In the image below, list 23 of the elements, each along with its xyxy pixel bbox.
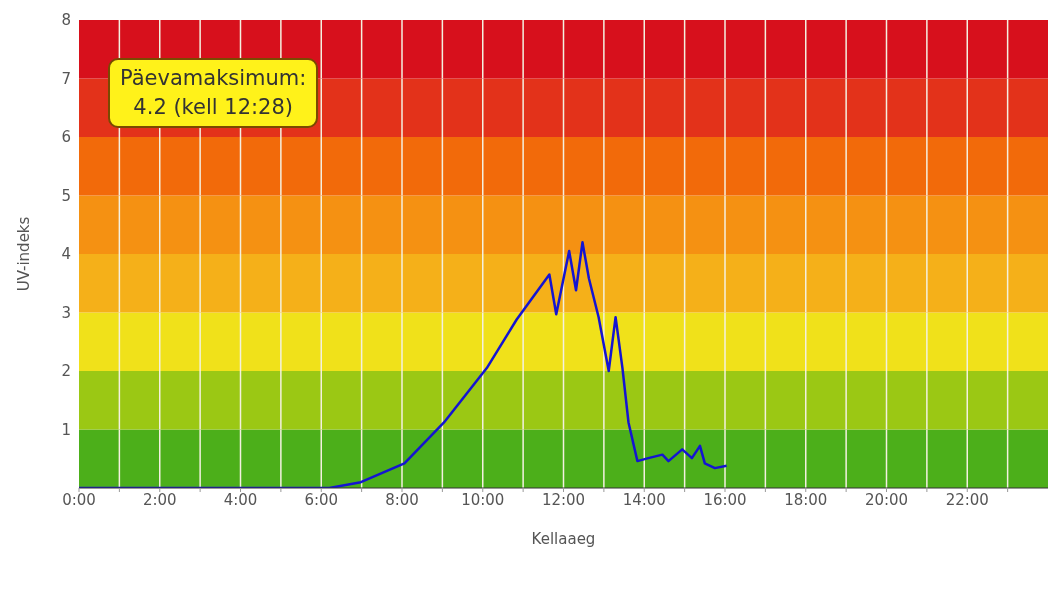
- y-tick-label: 2: [61, 362, 71, 381]
- y-axis-title: UV-indeks: [15, 216, 34, 292]
- y-tick-label: 5: [61, 186, 71, 205]
- y-tick-label: 8: [61, 11, 71, 30]
- y-tick-label: 1: [61, 420, 71, 439]
- x-tick-label: 20:00: [864, 490, 909, 509]
- x-tick-label: 10:00: [461, 490, 505, 509]
- x-tick-label: 22:00: [945, 490, 989, 509]
- x-tick-label: 12:00: [541, 490, 586, 509]
- x-tick-label: 18:00: [784, 490, 828, 509]
- x-tick-label: 6:00: [304, 490, 339, 509]
- y-tick-label: 3: [61, 303, 71, 322]
- x-tick-label: 16:00: [703, 490, 747, 509]
- x-tick-label: 0:00: [62, 490, 96, 509]
- annotation: Päevamaksimum: 4.2 (kell 12:28): [120, 65, 307, 121]
- x-tick-label: 14:00: [622, 490, 666, 509]
- y-tick-label: 4: [61, 245, 71, 264]
- y-tick-label: 6: [61, 128, 71, 147]
- x-axis-title: Kellaaeg: [531, 530, 596, 548]
- y-tick-label: 7: [61, 69, 71, 88]
- x-tick-label: 8:00: [385, 490, 419, 509]
- x-tick-label: 4:00: [223, 490, 258, 509]
- x-tick-label: 2:00: [142, 490, 177, 509]
